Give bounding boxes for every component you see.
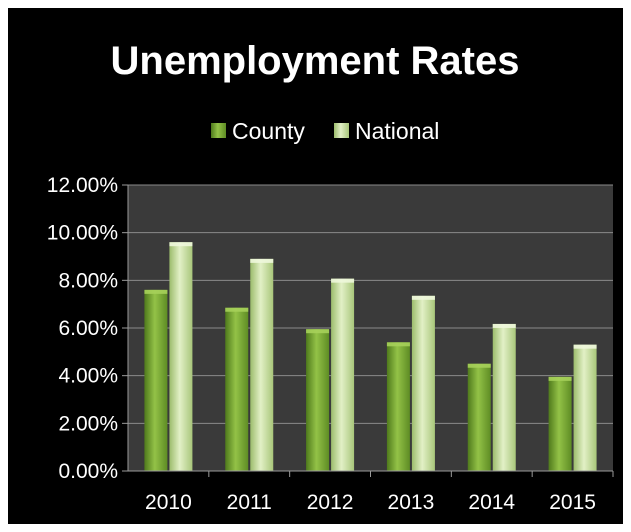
chart-frame: Unemployment Rates County National 0.00%… [8, 8, 623, 524]
bar-county-2010 [144, 289, 168, 471]
legend-swatch-national [334, 123, 349, 138]
bar-top-national-2015 [573, 344, 597, 349]
bar-county-2014 [467, 363, 491, 471]
bar-top-national-2013 [411, 295, 435, 300]
bar-top-national-2012 [331, 278, 355, 283]
bar-top-county-2015 [548, 376, 572, 381]
x-tick-label: 2015 [549, 491, 596, 514]
legend-swatch-county [211, 123, 226, 138]
bar-national-2015 [573, 344, 597, 471]
gridlines [128, 184, 613, 424]
y-tick-label: 6.00% [58, 317, 118, 340]
bar-chart: Unemployment Rates County National 0.00%… [47, 39, 614, 514]
bar-national-2011 [250, 258, 274, 471]
bar-county-2013 [386, 342, 410, 471]
legend-label-county: County [232, 118, 305, 144]
y-tick-label: 4.00% [58, 365, 118, 388]
bar-county-2015 [548, 376, 572, 471]
bar-county-2011 [225, 307, 249, 471]
chart-title: Unemployment Rates [111, 39, 520, 83]
bars [144, 242, 597, 471]
bar-national-2013 [411, 295, 435, 471]
x-tick-label: 2013 [388, 491, 435, 514]
bar-top-national-2011 [250, 258, 274, 263]
bar-top-county-2012 [306, 329, 330, 334]
y-axis: 0.00% 2.00% 4.00% 6.00% 8.00% 10.00% 12.00% [47, 174, 129, 483]
bar-county-2012 [306, 329, 330, 471]
bar-top-county-2014 [467, 363, 491, 368]
bar-national-2014 [492, 323, 516, 471]
bar-top-county-2013 [386, 342, 410, 347]
legend: County National [211, 118, 439, 144]
bar-national-2010 [169, 242, 193, 471]
x-tick-label: 2012 [307, 491, 354, 514]
y-tick-label: 8.00% [58, 269, 118, 292]
y-tick-label: 0.00% [58, 460, 118, 483]
bar-top-national-2014 [492, 323, 516, 328]
legend-label-national: National [355, 118, 439, 144]
x-tick-label: 2014 [468, 491, 515, 514]
x-tick-label: 2010 [145, 491, 192, 514]
bar-top-national-2010 [169, 242, 193, 247]
bar-national-2012 [331, 278, 355, 471]
y-tick-label: 10.00% [47, 222, 118, 245]
x-axis: 2010 2011 2012 2013 2014 2015 [128, 470, 614, 514]
x-tick-label: 2011 [227, 491, 272, 514]
bar-top-county-2011 [225, 307, 249, 312]
bar-top-county-2010 [144, 289, 168, 294]
y-tick-label: 2.00% [58, 412, 118, 435]
y-tick-label: 12.00% [47, 174, 118, 197]
